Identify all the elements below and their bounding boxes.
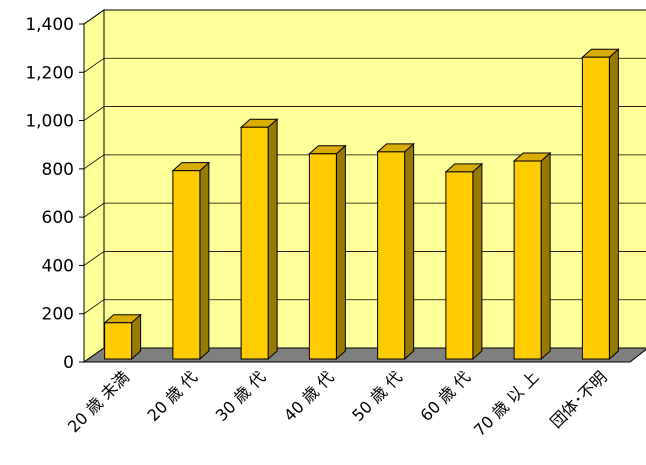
bar-front — [513, 160, 542, 360]
plot-floor — [82, 347, 646, 363]
bar-front — [240, 126, 269, 360]
x-category-label: 20 歳 未満 — [64, 367, 133, 436]
bar — [581, 48, 620, 361]
gridline-side — [83, 9, 105, 25]
y-tick-label: 1,000 — [25, 112, 74, 132]
x-category-label: 30 歳 代 — [212, 367, 270, 425]
y-tick-label: 400 — [42, 256, 74, 276]
gridline-side — [83, 154, 105, 170]
x-category-label: 40 歳 代 — [280, 367, 338, 425]
bar-side — [335, 144, 346, 361]
x-category-label: 70 歳 以 上 — [470, 367, 543, 440]
bar — [444, 162, 484, 361]
y-tick-label: 200 — [42, 305, 74, 325]
gridlines — [83, 9, 646, 315]
gridline-side — [83, 251, 105, 266]
y-tick-label: 600 — [42, 208, 74, 228]
y-axis-tick-labels: 0 200 400 600 800 1,000 1,200 1,400 — [25, 15, 85, 373]
gridline-side — [83, 57, 105, 73]
plot-back-wall — [83, 9, 646, 363]
bar — [171, 161, 211, 361]
bar — [308, 144, 347, 361]
bar-front — [445, 171, 474, 360]
x-category-label: 50 歳 代 — [348, 367, 406, 425]
bar-front — [377, 151, 406, 360]
bar-side — [472, 162, 483, 361]
bar-front — [581, 56, 610, 360]
bars — [103, 48, 620, 361]
bar-side — [267, 118, 278, 361]
y-tick-label: 1,400 — [25, 15, 74, 35]
gridline-side — [83, 106, 105, 121]
x-category-label: 60 歳 代 — [417, 367, 475, 425]
bar-side — [199, 161, 210, 361]
floor — [82, 347, 646, 363]
bar-side — [540, 151, 551, 361]
y-tick-label: 0 — [63, 353, 74, 373]
gridline-side — [83, 202, 105, 218]
gridline-side — [83, 299, 105, 315]
bar-front — [104, 322, 133, 360]
bar-front — [172, 170, 201, 360]
bar — [103, 313, 142, 361]
x-category-label: 団体･不明 — [546, 367, 610, 431]
bar — [239, 118, 279, 361]
y-tick-label: 1,200 — [25, 63, 74, 83]
bar-side — [404, 142, 415, 361]
bar-side — [608, 48, 619, 361]
bar — [512, 151, 552, 361]
x-axis-category-labels: 20 歳 未満 20 歳 代 30 歳 代 40 歳 代 50 歳 代 60 歳 代70 … — [64, 367, 611, 440]
bar-front — [308, 153, 337, 360]
x-category-label: 20 歳 代 — [144, 367, 202, 425]
y-tick-label: 800 — [42, 160, 74, 180]
bar — [376, 142, 415, 361]
side-wall — [83, 9, 105, 363]
